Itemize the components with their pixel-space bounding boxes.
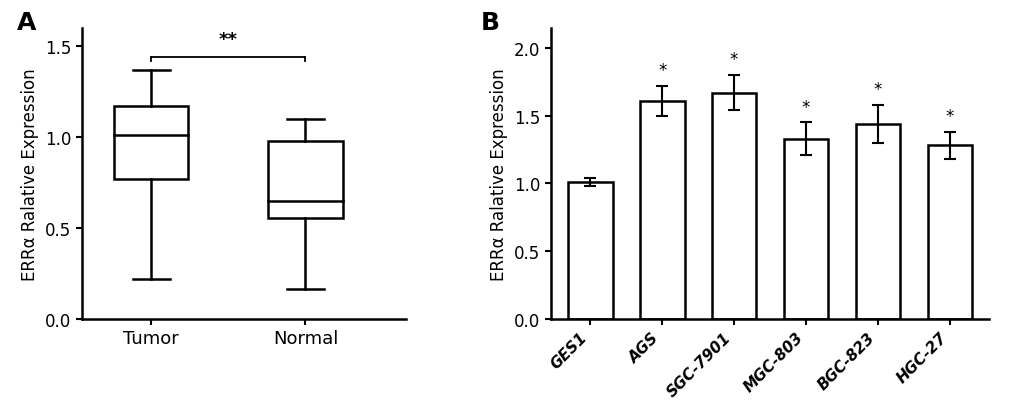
Text: *: * xyxy=(945,108,953,126)
Text: *: * xyxy=(730,51,738,69)
Bar xyxy=(711,94,756,319)
Bar xyxy=(114,107,187,179)
Bar xyxy=(639,101,684,319)
Text: A: A xyxy=(16,11,36,35)
Bar xyxy=(783,139,827,319)
Bar xyxy=(926,146,971,319)
Text: *: * xyxy=(801,99,809,117)
Y-axis label: ERRα Ralative Expression: ERRα Ralative Expression xyxy=(21,68,39,280)
Text: *: * xyxy=(657,62,665,80)
Bar xyxy=(268,142,342,218)
Text: *: * xyxy=(873,81,881,99)
Y-axis label: ERRα Ralative Expression: ERRα Ralative Expression xyxy=(490,68,507,280)
Bar xyxy=(855,124,900,319)
Bar xyxy=(568,182,612,319)
Text: B: B xyxy=(480,11,499,35)
Text: **: ** xyxy=(218,31,237,49)
